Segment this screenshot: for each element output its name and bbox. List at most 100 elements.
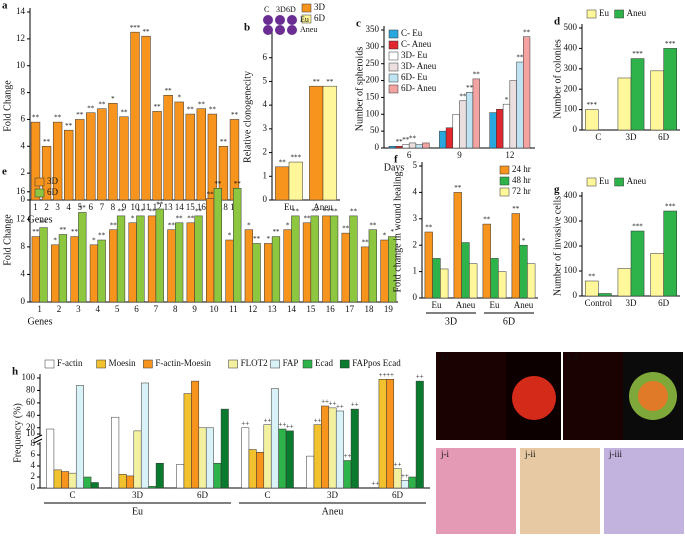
significance: ** xyxy=(32,228,40,236)
significance: ** xyxy=(156,201,164,209)
bar xyxy=(461,242,470,299)
x-tick-label: 2 xyxy=(57,304,62,314)
legend-swatch xyxy=(586,9,597,19)
significance: * xyxy=(247,221,251,229)
x-tick-label: Eu xyxy=(432,300,442,310)
significance: ** xyxy=(195,207,203,215)
y-tick-label: 14 xyxy=(16,6,26,16)
histology xyxy=(520,448,600,534)
significance: ++ xyxy=(379,371,387,379)
x-tick-label: 10 xyxy=(131,202,141,212)
bar xyxy=(459,100,467,149)
bar xyxy=(252,243,261,303)
bar xyxy=(147,215,157,303)
x-tick-label: C xyxy=(595,132,601,142)
bar xyxy=(465,92,474,149)
bar xyxy=(400,480,409,489)
panel-letter: e xyxy=(2,166,7,178)
significance: ** xyxy=(154,103,162,111)
y-tick-label: 10 xyxy=(26,428,36,438)
significance: *** xyxy=(587,101,598,109)
significance: ** xyxy=(187,106,195,114)
significance: ** xyxy=(459,92,467,100)
bar xyxy=(422,142,430,149)
bar xyxy=(498,271,507,299)
bar xyxy=(256,452,265,489)
x-tick-label: 12 xyxy=(153,202,162,212)
bar xyxy=(285,430,294,489)
bar xyxy=(244,229,253,303)
legend-label: 48 hr xyxy=(512,175,531,185)
significance: ** xyxy=(483,216,491,224)
legend-swatch xyxy=(270,359,280,369)
significance: * xyxy=(131,214,135,222)
panel-letter: a xyxy=(2,0,8,12)
bar xyxy=(263,424,272,489)
significance: ** xyxy=(512,205,520,213)
legend-swatch xyxy=(34,188,45,198)
legend-label: 3D xyxy=(314,2,326,12)
significance: ** xyxy=(87,104,95,112)
histology xyxy=(604,448,684,534)
bar xyxy=(350,408,359,489)
legend-swatch xyxy=(388,84,399,94)
bar xyxy=(663,210,677,297)
significance: ++ xyxy=(343,452,351,460)
bar xyxy=(41,146,52,201)
bar xyxy=(118,474,127,489)
x-tick-label: C xyxy=(264,490,270,500)
legend-label: 6D xyxy=(314,13,326,23)
legend-swatch xyxy=(499,165,510,175)
colony-well xyxy=(275,15,285,25)
y-tick-label: 2 xyxy=(263,147,268,157)
y-tick-label: 0 xyxy=(31,482,36,492)
bar xyxy=(509,80,517,149)
bar xyxy=(130,31,140,201)
bar xyxy=(415,380,424,489)
significance: * xyxy=(92,236,96,244)
x-tick-label: 5 xyxy=(77,202,82,212)
bar xyxy=(502,103,511,149)
panel-letter: c xyxy=(356,18,361,30)
bar xyxy=(206,198,215,303)
x-tick-label: 6D xyxy=(197,490,209,500)
bar xyxy=(360,246,370,303)
x-tick-label: Control xyxy=(585,298,613,308)
x-tick-label: Eu xyxy=(490,300,500,310)
panel-letter: h xyxy=(12,366,18,378)
y-tick-label: 300 xyxy=(564,63,578,73)
significance: ** xyxy=(473,70,481,78)
significance: *** xyxy=(665,203,676,211)
bar xyxy=(75,385,84,489)
significance: * xyxy=(522,237,526,245)
y-tick-label: 0 xyxy=(573,290,578,300)
bar xyxy=(155,208,164,303)
bar xyxy=(126,475,135,489)
y-tick-label: 5 xyxy=(413,160,418,170)
bar xyxy=(630,230,645,297)
bar xyxy=(630,58,645,131)
legend-label: 3D xyxy=(47,176,59,186)
significance: ++ xyxy=(241,419,249,427)
x-tick-label: 16 xyxy=(197,202,207,212)
bar xyxy=(283,229,292,303)
bar xyxy=(83,476,92,489)
x-tick-label: 18 xyxy=(364,304,374,314)
image-panels: i-i i-ii j-i j-ii j-iii xyxy=(436,352,684,534)
significance: ** xyxy=(214,180,222,188)
legend-label: C- Eu xyxy=(401,28,423,38)
legend-swatch xyxy=(339,359,350,369)
y-tick-label: 60 xyxy=(26,397,36,407)
y-tick-label: 6 xyxy=(31,449,36,459)
y-tick-label: 3 xyxy=(413,213,418,223)
significance: ** xyxy=(198,100,206,108)
x-tick-label: 3D xyxy=(626,298,638,308)
bar xyxy=(650,70,664,131)
significance: ** xyxy=(396,138,404,146)
bar xyxy=(511,213,520,299)
legend-swatch xyxy=(143,359,153,369)
x-tick-label: 15 xyxy=(306,304,316,314)
